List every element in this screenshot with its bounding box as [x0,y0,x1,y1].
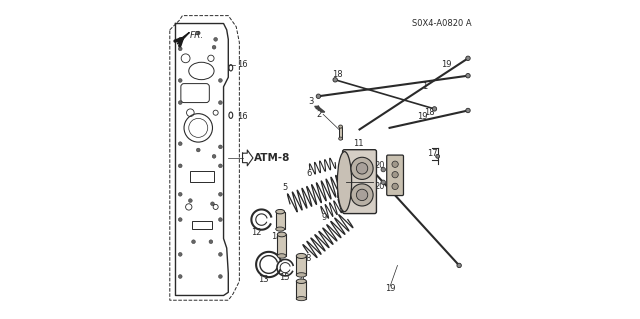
Text: 19: 19 [385,284,396,293]
Circle shape [457,263,461,268]
Bar [277,234,286,256]
Text: 14: 14 [271,232,282,241]
Circle shape [179,164,182,168]
Text: 4: 4 [300,274,305,283]
Circle shape [196,31,200,35]
Ellipse shape [339,137,342,140]
Bar [192,221,212,229]
Text: 3: 3 [308,97,314,107]
Ellipse shape [296,253,307,258]
Circle shape [466,108,470,113]
Text: 6: 6 [307,169,312,178]
Circle shape [179,218,182,221]
Polygon shape [177,33,189,44]
Polygon shape [315,106,324,112]
Text: 15: 15 [279,273,290,282]
Ellipse shape [296,279,307,284]
Text: 7: 7 [277,221,282,230]
Bar [296,256,307,275]
Circle shape [218,275,222,278]
Text: 11: 11 [353,139,363,148]
Circle shape [212,45,216,49]
Text: 5: 5 [283,183,288,192]
Circle shape [179,47,182,51]
Circle shape [466,73,470,78]
Circle shape [179,275,182,278]
Circle shape [392,161,398,167]
Circle shape [381,167,385,172]
FancyBboxPatch shape [387,155,403,196]
Ellipse shape [296,297,307,301]
Circle shape [209,240,213,244]
Text: 9: 9 [321,212,327,222]
Ellipse shape [296,273,307,277]
Bar [339,127,342,139]
Circle shape [316,94,321,99]
Ellipse shape [337,152,351,212]
Circle shape [179,37,182,41]
Bar [190,171,214,182]
Circle shape [212,154,216,158]
Text: 2: 2 [317,110,322,119]
Circle shape [333,78,337,82]
Circle shape [218,192,222,196]
Text: 1: 1 [422,82,427,91]
Circle shape [351,184,373,206]
Circle shape [191,240,195,244]
Circle shape [188,199,192,203]
Circle shape [351,157,373,179]
Text: 19: 19 [417,112,428,121]
Bar [276,212,285,229]
Text: 18: 18 [332,70,342,78]
Ellipse shape [276,210,285,214]
Circle shape [179,252,182,256]
Text: 10: 10 [390,174,401,183]
Circle shape [432,107,436,111]
Circle shape [214,37,218,41]
Text: 13: 13 [259,275,269,284]
Circle shape [211,202,214,206]
Ellipse shape [277,232,286,237]
Ellipse shape [277,254,286,258]
Text: 16: 16 [237,60,248,69]
Ellipse shape [339,125,342,128]
Circle shape [218,164,222,168]
Circle shape [356,163,368,174]
Circle shape [466,56,470,61]
Text: 20: 20 [375,161,385,170]
Text: 19: 19 [441,60,452,69]
Circle shape [179,142,182,145]
Circle shape [218,218,222,221]
Circle shape [218,78,222,82]
Circle shape [179,78,182,82]
Text: 18: 18 [424,108,435,117]
Circle shape [218,101,222,105]
Circle shape [381,180,385,184]
Text: 17: 17 [428,149,438,158]
Text: 16: 16 [237,112,248,121]
Ellipse shape [276,227,285,231]
Text: 8: 8 [306,254,311,263]
Bar [296,281,307,299]
Circle shape [392,172,398,178]
Circle shape [179,192,182,196]
Text: 12: 12 [252,228,262,237]
Circle shape [196,148,200,152]
Circle shape [179,101,182,105]
Circle shape [356,189,368,201]
Circle shape [218,145,222,149]
FancyBboxPatch shape [342,150,376,214]
Circle shape [392,183,398,189]
Text: 20: 20 [375,182,385,191]
Circle shape [436,154,440,158]
Text: FR.: FR. [190,31,204,40]
Circle shape [218,252,222,256]
Text: ATM-8: ATM-8 [254,153,291,163]
Text: S0X4-A0820 A: S0X4-A0820 A [412,19,471,28]
